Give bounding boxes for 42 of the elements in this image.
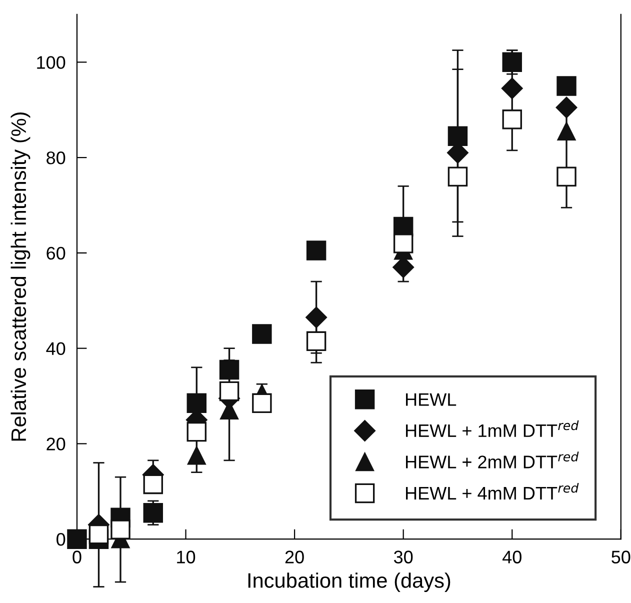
point <box>502 110 522 130</box>
point <box>187 446 206 465</box>
legend-label: HEWL + 2mM DTT$^{red}$ <box>406 452 579 468</box>
y-tick-label: 40 <box>46 342 66 356</box>
x-tick-label: 50 <box>612 550 630 564</box>
x-tick-label: 0 <box>72 550 82 564</box>
x-tick-label: 40 <box>502 550 522 564</box>
point <box>393 234 414 254</box>
point <box>88 524 109 544</box>
point <box>110 520 130 540</box>
point <box>252 324 272 344</box>
point <box>186 393 207 414</box>
point <box>143 502 163 523</box>
x-tick-label: 10 <box>177 550 196 564</box>
legend-label: HEWL <box>406 393 456 406</box>
point <box>501 78 523 100</box>
point <box>219 360 240 380</box>
point <box>556 96 578 118</box>
point <box>306 306 327 328</box>
point <box>219 381 240 402</box>
point <box>306 331 326 352</box>
y-tick-label: 100 <box>37 56 66 69</box>
y-axis-title: Relative scattered light intensity (%) <box>10 112 30 441</box>
point <box>556 166 576 186</box>
point <box>67 529 87 549</box>
point <box>556 76 576 96</box>
point <box>448 126 468 146</box>
y-tick-label: 20 <box>46 438 66 450</box>
y-tick-label: 0 <box>56 533 66 546</box>
y-tick-label: 60 <box>46 246 66 260</box>
point <box>306 240 326 260</box>
point <box>252 393 272 414</box>
point <box>143 474 163 494</box>
point <box>186 422 207 442</box>
legend-label: HEWL + 1mM DTT$^{red}$ <box>406 420 579 437</box>
point <box>448 166 468 186</box>
x-tick-label: 30 <box>394 550 413 564</box>
x-axis-title: Incubation time (days) <box>248 572 450 592</box>
x-tick-label: 20 <box>285 550 304 564</box>
legend-label: HEWL + 4mM DTT$^{red}$ <box>406 482 579 500</box>
y-tick-label: 80 <box>46 151 66 164</box>
point <box>557 122 576 140</box>
